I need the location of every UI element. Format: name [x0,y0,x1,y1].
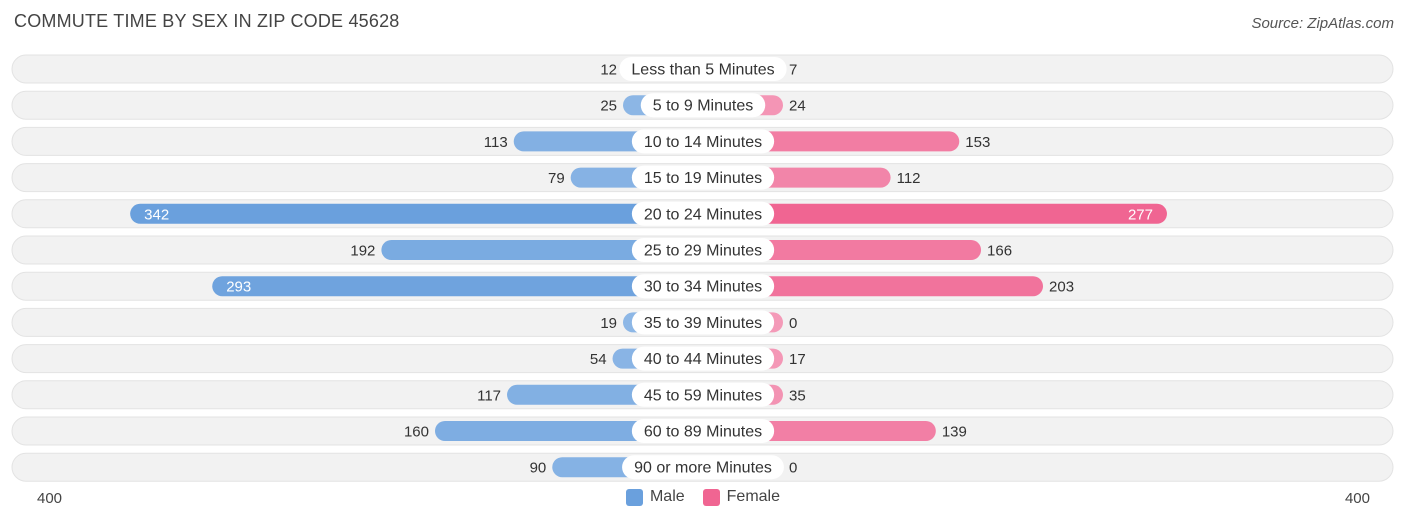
source-note: Source: ZipAtlas.com [1251,15,1394,32]
female-bar [703,203,1167,224]
female-value-label: 0 [789,460,797,477]
male-value-label: 12 [600,62,617,79]
category-label-pill [631,129,775,154]
category-label: 5 to 9 Minutes [653,98,754,115]
category-label-pill [619,57,787,81]
category-label-pill [631,201,775,226]
male-bar [130,203,703,224]
axis-right-label: 400 [1344,490,1370,507]
legend-swatch-female [702,488,720,506]
legend-label-female: Female [726,488,781,505]
male-value-label: 25 [600,98,617,115]
category-label: 25 to 29 Minutes [644,243,762,260]
category-label-pill [640,93,766,118]
male-bar [212,276,703,297]
category-label-pill [631,382,775,407]
male-value-label: 293 [226,279,251,296]
female-bar [703,276,1044,297]
category-label-pill [631,310,775,335]
female-value-label: 112 [897,170,921,187]
male-value-label: 113 [484,134,508,151]
legend: Male Female [0,488,1406,506]
female-value-label: 203 [1049,279,1074,296]
category-label: 30 to 34 Minutes [644,279,762,296]
male-value-label: 192 [350,243,375,260]
category-label-pill [631,274,775,299]
legend-item-male[interactable]: Male [625,488,685,506]
category-label: 45 to 59 Minutes [644,387,762,404]
category-label: 20 to 24 Minutes [644,206,762,223]
category-label: 10 to 14 Minutes [644,134,762,151]
category-label: 40 to 44 Minutes [644,351,762,368]
female-value-label: 35 [789,387,806,404]
category-label: 90 or more Minutes [634,460,772,477]
female-value-label: 139 [942,424,967,441]
category-label-pill [631,165,775,190]
axis-left-label: 400 [37,490,63,507]
category-label-pill [631,419,775,443]
category-label-pill [622,455,784,480]
male-value-label: 54 [590,351,607,368]
male-value-label: 117 [477,387,501,404]
female-value-label: 7 [789,62,797,79]
legend-swatch-male [625,488,643,506]
male-value-label: 79 [548,170,565,187]
female-value-label: 153 [965,134,990,151]
legend-label-male: Male [649,488,685,505]
chart-title: COMMUTE TIME BY SEX IN ZIP CODE 45628 [14,11,400,31]
male-bar [381,240,703,260]
male-value-label: 342 [144,206,169,223]
female-value-label: 17 [789,351,806,368]
category-label: 15 to 19 Minutes [644,170,762,187]
male-value-label: 90 [530,460,547,477]
category-label: Less than 5 Minutes [631,62,774,79]
male-value-label: 19 [600,315,617,332]
female-value-label: 0 [789,315,797,332]
category-label-pill [631,346,775,371]
category-label: 35 to 39 Minutes [644,315,762,332]
female-value-label: 277 [1128,206,1153,223]
female-value-label: 24 [789,98,806,115]
male-value-label: 160 [404,424,429,441]
female-value-label: 166 [987,243,1012,260]
chart-svg: Less than 5 Minutes 12 7 5 to 9 Minutes 25 24… [11,54,1394,482]
category-label: 60 to 89 Minutes [644,424,762,441]
legend-item-female[interactable]: Female [702,488,781,506]
category-label-pill [631,238,775,262]
